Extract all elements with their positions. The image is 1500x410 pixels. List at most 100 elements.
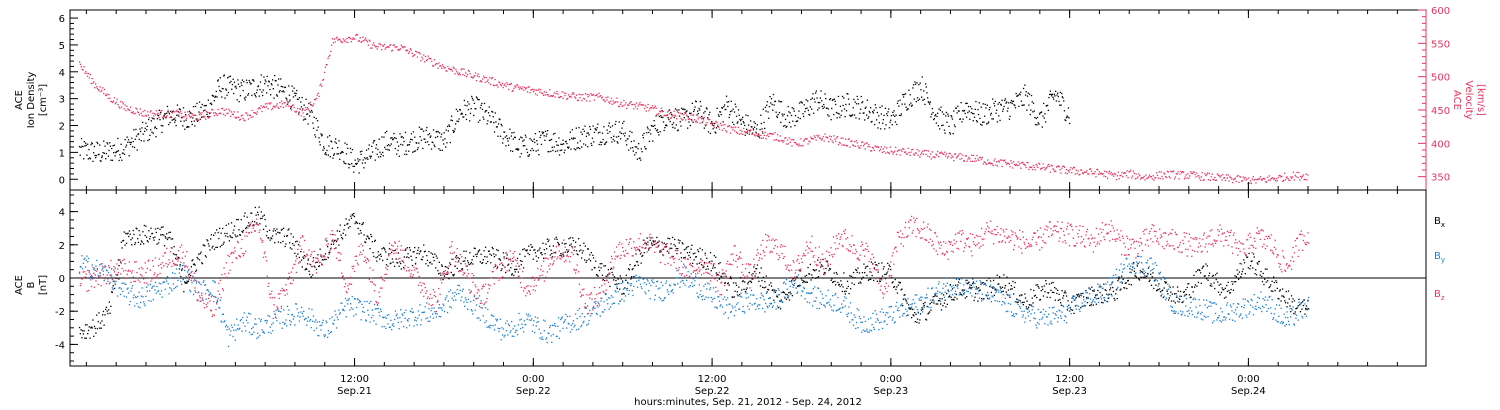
density-point bbox=[343, 160, 345, 163]
density-point bbox=[216, 96, 218, 98]
by-point bbox=[236, 318, 238, 320]
bx-point bbox=[633, 275, 635, 278]
by-point bbox=[335, 327, 338, 329]
bx-point bbox=[1077, 293, 1080, 295]
density-point bbox=[404, 131, 407, 133]
bx-point bbox=[163, 234, 165, 236]
bx-point bbox=[164, 236, 166, 238]
density-point bbox=[215, 90, 217, 93]
bx-point bbox=[1211, 275, 1214, 277]
density-point bbox=[201, 103, 203, 106]
density-point bbox=[942, 124, 944, 126]
density-point bbox=[646, 126, 649, 128]
density-point bbox=[993, 102, 995, 105]
velocity-point bbox=[376, 48, 378, 50]
bx-point bbox=[811, 276, 814, 279]
bx-point bbox=[315, 261, 317, 264]
bx-point bbox=[472, 263, 474, 265]
density-point bbox=[729, 114, 731, 116]
density-point bbox=[206, 113, 208, 115]
velocity-point bbox=[911, 149, 913, 151]
bx-point bbox=[627, 268, 630, 270]
velocity-point bbox=[783, 140, 785, 142]
velocity-point bbox=[744, 131, 746, 133]
density-point bbox=[837, 95, 840, 98]
density-point bbox=[89, 157, 91, 159]
by-point bbox=[315, 319, 317, 321]
velocity-point bbox=[1255, 182, 1257, 184]
density-point bbox=[962, 118, 964, 120]
bx-point bbox=[831, 278, 833, 280]
bx-point bbox=[881, 262, 883, 264]
density-point bbox=[1041, 111, 1043, 113]
bx-point bbox=[749, 280, 751, 282]
velocity-point bbox=[490, 83, 492, 86]
bx-point bbox=[652, 240, 654, 242]
bx-point bbox=[348, 219, 350, 221]
bx-point bbox=[1188, 283, 1190, 285]
bx-point bbox=[1027, 306, 1030, 308]
density-point bbox=[363, 167, 365, 169]
density-point bbox=[652, 140, 654, 142]
by-point bbox=[177, 279, 179, 282]
density-point bbox=[746, 132, 748, 134]
velocity-point bbox=[628, 103, 630, 105]
bx-point bbox=[1189, 296, 1191, 299]
density-point bbox=[929, 103, 931, 105]
bx-point bbox=[985, 294, 987, 296]
by-point bbox=[149, 283, 151, 285]
velocity-tick-label: 400 bbox=[1431, 139, 1450, 150]
velocity-point bbox=[1279, 174, 1281, 177]
bx-point bbox=[509, 258, 511, 260]
bx-point bbox=[685, 248, 687, 250]
density-point bbox=[797, 116, 799, 119]
bx-point bbox=[311, 265, 313, 268]
density-point bbox=[89, 158, 91, 160]
velocity-point bbox=[259, 108, 261, 110]
by-point bbox=[278, 310, 280, 312]
by-point bbox=[97, 274, 99, 277]
density-point bbox=[882, 122, 884, 124]
density-point bbox=[733, 123, 735, 126]
bx-point bbox=[293, 244, 295, 247]
bx-point bbox=[1072, 295, 1074, 297]
velocity-point bbox=[942, 153, 944, 155]
velocity-point bbox=[738, 133, 740, 135]
bx-point bbox=[706, 265, 709, 267]
bx-point bbox=[887, 262, 889, 264]
density-point bbox=[540, 143, 543, 145]
density-point bbox=[421, 128, 423, 130]
velocity-point bbox=[153, 115, 155, 117]
density-point bbox=[652, 125, 655, 127]
bx-point bbox=[1008, 282, 1010, 285]
velocity-point bbox=[89, 73, 91, 76]
velocity-point bbox=[477, 73, 479, 75]
bx-point bbox=[400, 268, 402, 270]
bx-point bbox=[866, 274, 868, 277]
velocity-point bbox=[1080, 169, 1082, 171]
bx-point bbox=[93, 335, 95, 337]
density-point bbox=[766, 101, 769, 103]
density-point bbox=[321, 134, 323, 136]
by-point bbox=[344, 297, 347, 300]
by-point bbox=[162, 281, 164, 284]
velocity-point bbox=[733, 126, 735, 128]
velocity-point bbox=[1052, 168, 1054, 170]
velocity-point bbox=[790, 139, 792, 141]
bx-point bbox=[834, 280, 836, 283]
density-point bbox=[851, 114, 854, 116]
bx-point bbox=[924, 301, 926, 304]
velocity-point bbox=[1167, 171, 1169, 173]
velocity-point bbox=[1123, 172, 1126, 174]
velocity-point bbox=[220, 112, 222, 115]
density-point bbox=[785, 126, 787, 129]
density-point bbox=[411, 139, 413, 141]
velocity-point bbox=[1137, 176, 1139, 178]
velocity-point bbox=[698, 116, 700, 118]
bx-point bbox=[968, 281, 970, 283]
velocity-point bbox=[516, 84, 518, 86]
by-point bbox=[116, 295, 119, 297]
density-point bbox=[198, 111, 200, 113]
density-point bbox=[817, 101, 819, 104]
bx-point bbox=[406, 247, 408, 249]
